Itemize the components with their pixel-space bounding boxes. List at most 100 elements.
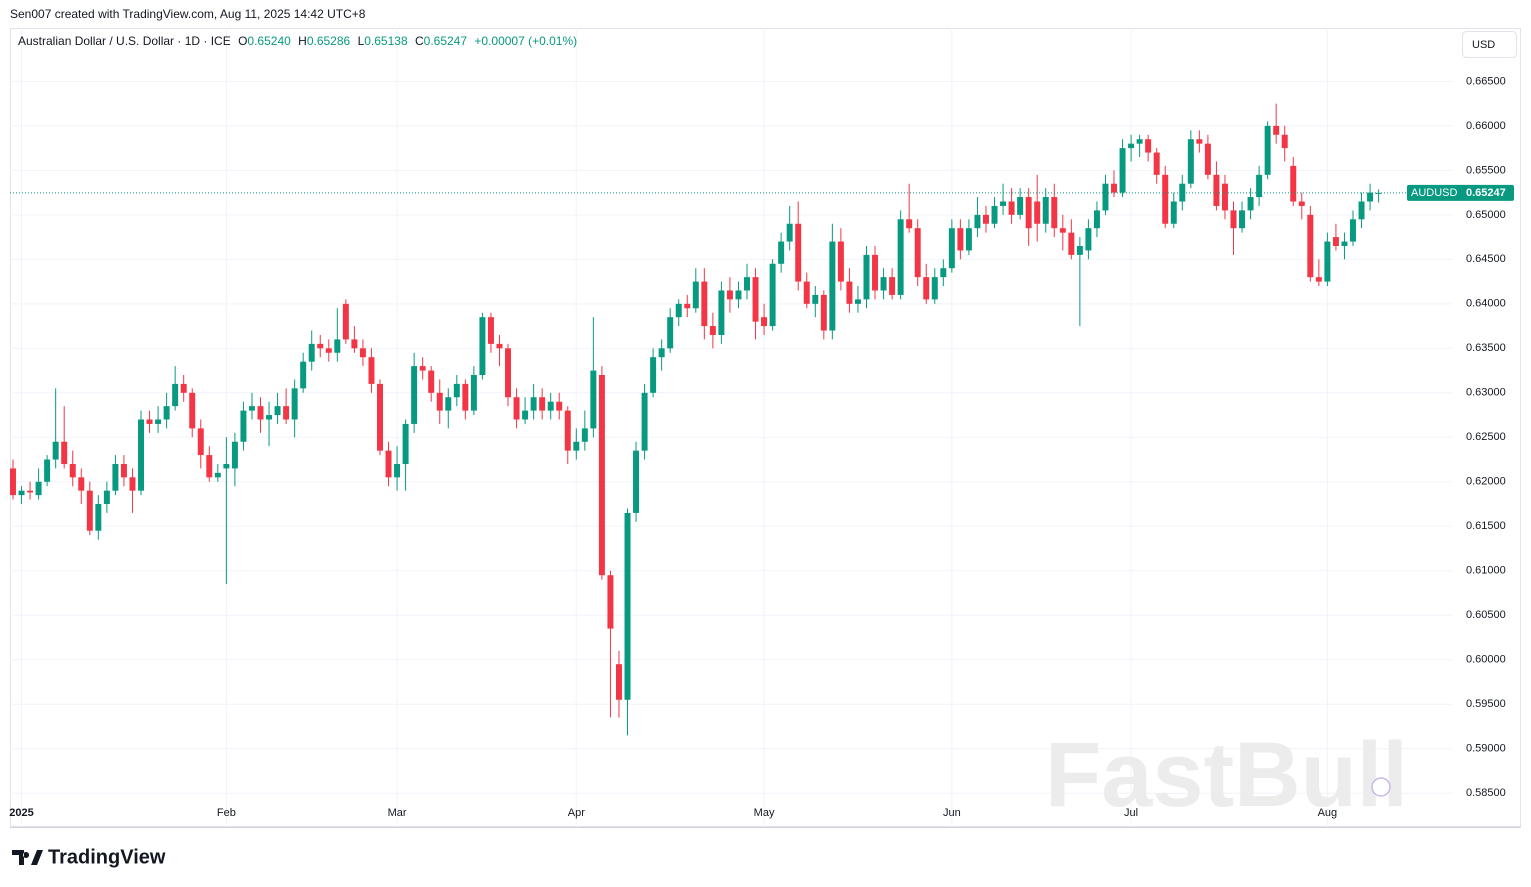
- candle-body: [445, 397, 452, 411]
- watermark-icon: [1371, 777, 1391, 797]
- candle-body: [522, 410, 529, 420]
- candle-body: [496, 343, 503, 349]
- candle-body: [436, 392, 443, 411]
- legend-value: 0.65138: [364, 34, 408, 48]
- candle-body: [61, 441, 68, 464]
- candle-body: [530, 397, 537, 411]
- candle-body: [419, 366, 426, 371]
- candle-body: [308, 343, 315, 362]
- last-price-box: [1407, 184, 1514, 201]
- candle-body: [359, 348, 366, 358]
- candle-body: [231, 441, 238, 469]
- candle-body: [590, 370, 597, 429]
- candle-body: [641, 392, 648, 451]
- candle-body: [615, 664, 622, 700]
- candle-body: [650, 357, 657, 393]
- brand-name: TradingView: [48, 846, 166, 868]
- candle-body: [214, 472, 221, 478]
- y-tick-label: 0.64000: [1466, 298, 1506, 310]
- candle-body: [658, 348, 665, 358]
- candle-body: [923, 277, 930, 300]
- candle-body: [240, 410, 247, 442]
- candle-body: [377, 383, 383, 451]
- candle-body: [735, 290, 742, 300]
- candle-body: [803, 281, 810, 304]
- candle-body: [172, 383, 179, 407]
- candle-body: [598, 375, 605, 576]
- y-tick-label: 0.65000: [1466, 209, 1506, 221]
- candle-body: [607, 575, 614, 629]
- candle-body: [1358, 201, 1365, 220]
- candle-body: [248, 406, 255, 411]
- candle-body: [1076, 245, 1083, 255]
- candle-body: [1281, 134, 1288, 149]
- candle-body: [633, 450, 640, 513]
- candle-body: [283, 406, 290, 420]
- candle-body: [1102, 183, 1109, 211]
- candle-body: [1128, 143, 1135, 149]
- candle-body: [1187, 139, 1194, 184]
- candle-body: [718, 290, 725, 335]
- y-tick-label: 0.60500: [1466, 609, 1506, 621]
- candle-body: [27, 490, 34, 493]
- candle-body: [692, 281, 699, 309]
- candle-body: [573, 441, 580, 451]
- candle-body: [897, 219, 904, 295]
- candle-body: [931, 277, 938, 300]
- legend-value: 0.65247: [424, 34, 468, 48]
- candle-body: [1042, 197, 1049, 224]
- candle-body: [180, 383, 187, 393]
- candle-body: [163, 406, 170, 420]
- candle-body: [155, 419, 162, 424]
- candle-body: [317, 343, 324, 349]
- x-tick-label: May: [754, 807, 775, 819]
- candle-body: [675, 303, 682, 318]
- candle-body: [991, 205, 998, 224]
- candle-body: [556, 401, 563, 411]
- candle-body: [684, 303, 691, 309]
- grid: [10, 28, 1452, 827]
- candle-body: [769, 263, 776, 327]
- candle-body: [914, 228, 921, 278]
- legend-key: O: [238, 34, 247, 48]
- candle-body: [1221, 183, 1228, 211]
- x-tick-label: Aug: [1318, 807, 1338, 819]
- candle-body: [863, 254, 870, 300]
- candle-body: [880, 277, 887, 291]
- candle-body: [812, 294, 819, 304]
- candle-body: [86, 490, 93, 531]
- candle-body: [761, 317, 768, 327]
- candle-body: [1341, 241, 1348, 246]
- candle-body: [18, 490, 25, 496]
- candle-body: [120, 463, 127, 478]
- candle-body: [726, 290, 733, 300]
- candle-body: [744, 277, 750, 291]
- candle-body: [1170, 201, 1177, 224]
- candle-body: [1256, 174, 1263, 198]
- candle-body: [325, 348, 332, 353]
- candle-body: [351, 339, 358, 349]
- candle-body: [1025, 197, 1032, 229]
- candle-body: [1051, 197, 1058, 229]
- currency-button[interactable]: [1462, 31, 1517, 58]
- y-tick-label: 0.60000: [1466, 654, 1506, 666]
- currency-label: USD: [1472, 39, 1495, 51]
- legend-symbol: Australian Dollar / U.S. Dollar · 1D · I…: [18, 34, 231, 48]
- candle-body: [385, 450, 392, 478]
- candle-body: [1068, 232, 1075, 255]
- candle-body: [1332, 237, 1339, 246]
- candle-body: [701, 281, 708, 327]
- x-tick-label: Jun: [943, 807, 961, 819]
- candle-body: [206, 455, 213, 478]
- candle-body: [257, 406, 264, 420]
- candle-body: [709, 326, 716, 335]
- y-tick-label: 0.63000: [1466, 387, 1506, 399]
- candle-body: [69, 463, 76, 478]
- candle-body: [1247, 197, 1254, 211]
- candle-body: [965, 228, 972, 251]
- y-tick-label: 0.58500: [1466, 787, 1506, 799]
- candle-body: [197, 428, 204, 456]
- y-tick-label: 0.64500: [1466, 253, 1506, 265]
- candle-body: [1017, 197, 1024, 215]
